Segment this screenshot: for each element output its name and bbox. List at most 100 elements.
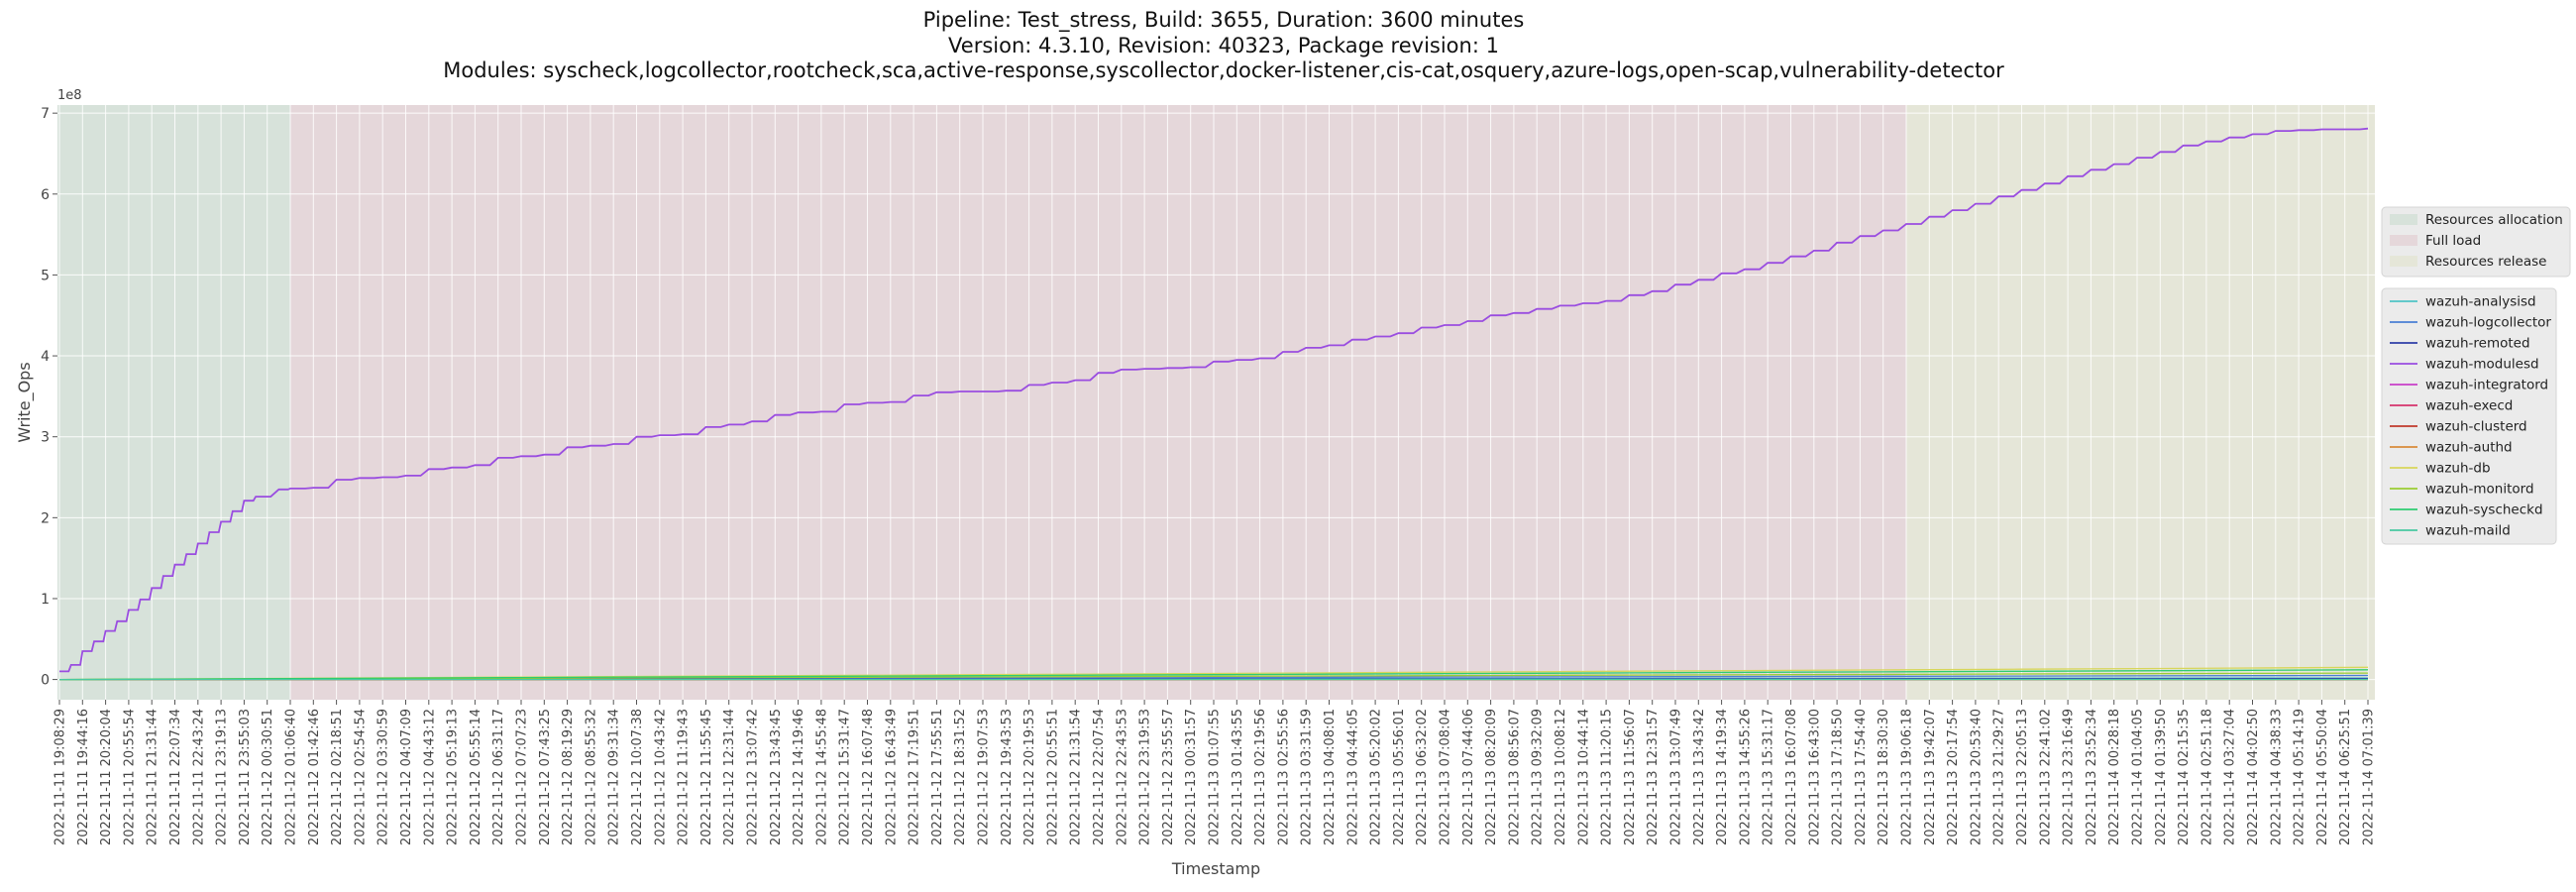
x-tick-label: 2022-11-14 03:27:04 (2223, 709, 2238, 845)
x-tick-label: 2022-11-14 01:39:50 (2154, 709, 2169, 845)
x-tick-label: 2022-11-13 17:54:40 (1854, 709, 1869, 845)
x-tick-label: 2022-11-12 13:07:42 (746, 709, 761, 845)
x-tick-label: 2022-11-12 22:07:54 (1092, 709, 1107, 845)
x-tick-label: 2022-11-12 05:55:14 (469, 709, 483, 845)
series-legend-label: wazuh-execd (2425, 398, 2513, 414)
x-tick-label: 2022-11-14 00:28:18 (2107, 709, 2122, 845)
x-tick-label: 2022-11-13 11:56:07 (1623, 709, 1638, 845)
legends: Resources allocation Full load Resources r… (2381, 206, 2571, 545)
series-legend-label: wazuh-monitord (2425, 482, 2534, 498)
x-tick-label: 2022-11-12 20:19:53 (1022, 709, 1037, 845)
x-tick-label: 2022-11-12 11:55:45 (699, 709, 714, 845)
series-legend-label: wazuh-integratord (2425, 378, 2548, 393)
y-tick-label: 0 (41, 673, 50, 689)
series-legend-label: wazuh-analysisd (2425, 294, 2536, 310)
x-tick-label: 2022-11-13 18:30:30 (1877, 709, 1891, 845)
x-tick-label: 2022-11-11 19:08:29 (54, 709, 68, 845)
x-tick-label: 2022-11-13 23:52:34 (2085, 709, 2099, 845)
series-legend-label: wazuh-modulesd (2425, 357, 2539, 373)
x-tick-label: 2022-11-12 08:55:32 (584, 709, 598, 845)
x-tick-label: 2022-11-11 22:07:34 (168, 709, 183, 845)
y-tick-label: 5 (41, 268, 50, 283)
series-legend-label: wazuh-syscheckd (2425, 502, 2543, 518)
series-legend-label: wazuh-logcollector (2425, 315, 2551, 331)
x-tick-label: 2022-11-12 08:19:29 (561, 709, 576, 845)
x-tick-label: 2022-11-14 04:02:50 (2246, 709, 2261, 845)
x-tick-label: 2022-11-12 12:31:44 (722, 709, 737, 845)
phase-band (57, 105, 290, 700)
y-tick-label: 4 (41, 349, 50, 365)
x-tick-label: 2022-11-14 05:50:04 (2315, 709, 2330, 845)
y-tick-label: 3 (41, 430, 50, 446)
series-legend-label: wazuh-clusterd (2425, 419, 2527, 435)
x-tick-label: 2022-11-12 18:31:52 (953, 709, 968, 845)
x-tick-label: 2022-11-13 03:31:59 (1300, 709, 1315, 845)
title-line-modules: Modules: syscheck,logcollector,rootcheck… (443, 58, 2004, 82)
x-tick-label: 2022-11-11 23:19:13 (215, 709, 230, 845)
x-tick-label: 2022-11-13 23:16:49 (2062, 709, 2077, 845)
x-tick-label: 2022-11-13 14:55:26 (1738, 709, 1753, 845)
x-tick-label: 2022-11-12 07:07:23 (515, 709, 530, 845)
x-tick-label: 2022-11-12 17:55:51 (930, 709, 945, 845)
x-tick-label: 2022-11-13 06:32:02 (1415, 709, 1430, 845)
x-tick-label: 2022-11-13 22:05:13 (2015, 709, 2030, 845)
title-line-version: Version: 4.3.10, Revision: 40323, Packag… (948, 33, 1499, 57)
phase-legend-swatch (2390, 214, 2417, 225)
phase-legend-swatch (2390, 256, 2417, 267)
x-tick-label: 2022-11-13 00:31:57 (1184, 709, 1199, 845)
x-tick-label: 2022-11-12 00:30:51 (261, 709, 275, 845)
x-tick-label: 2022-11-12 19:43:53 (1000, 709, 1015, 845)
phase-legend-label: Resources release (2425, 254, 2546, 270)
x-tick-label: 2022-11-13 13:43:42 (1692, 709, 1707, 845)
phase-legend-label: Resources allocation (2425, 212, 2563, 228)
x-tick-label: 2022-11-13 07:44:06 (1461, 709, 1476, 845)
x-tick-label: 2022-11-13 02:55:56 (1276, 709, 1291, 845)
x-tick-label: 2022-11-14 07:01:39 (2362, 709, 2377, 845)
x-tick-label: 2022-11-13 02:19:56 (1253, 709, 1268, 845)
x-tick-label: 2022-11-11 22:43:24 (191, 709, 206, 845)
x-tick-label: 2022-11-13 07:08:04 (1439, 709, 1453, 845)
x-tick-label: 2022-11-13 13:07:49 (1669, 709, 1684, 845)
x-tick-label: 2022-11-13 20:17:54 (1946, 709, 1961, 845)
y-tick-label: 6 (41, 187, 50, 203)
x-tick-label: 2022-11-14 04:38:33 (2269, 709, 2284, 845)
x-tick-label: 2022-11-13 20:53:40 (1969, 709, 1984, 845)
title-line-pipeline: Pipeline: Test_stress, Build: 3655, Dura… (922, 8, 1525, 32)
series-line-wazuh-modulesd (59, 127, 2369, 673)
x-tick-label: 2022-11-12 16:43:49 (884, 709, 899, 845)
x-tick-label: 2022-11-12 23:55:57 (1161, 709, 1176, 845)
series-legend (2381, 287, 2557, 545)
series-legend-label: wazuh-remoted (2425, 336, 2530, 352)
x-tick-label: 2022-11-13 01:07:55 (1208, 709, 1223, 845)
x-tick-label: 2022-11-12 16:07:48 (861, 709, 876, 845)
x-tick-label: 2022-11-13 04:44:05 (1345, 709, 1360, 845)
x-tick-label: 2022-11-14 05:14:19 (2293, 709, 2308, 845)
phase-legend (2381, 206, 2571, 278)
x-tick-label: 2022-11-13 05:20:02 (1369, 709, 1384, 845)
x-tick-label: 2022-11-12 06:31:17 (491, 709, 506, 845)
x-tick-label: 2022-11-11 21:31:44 (146, 709, 161, 845)
x-tick-label: 2022-11-13 17:18:50 (1831, 709, 1846, 845)
x-tick-label: 2022-11-12 14:55:48 (814, 709, 829, 845)
x-tick-label: 2022-11-12 22:43:53 (1115, 709, 1129, 845)
x-tick-label: 2022-11-13 15:31:17 (1762, 709, 1776, 845)
x-tick-label: 2022-11-12 10:43:42 (653, 709, 668, 845)
x-tick-label: 2022-11-11 23:55:03 (238, 709, 253, 845)
x-tick-label: 2022-11-13 11:20:15 (1600, 709, 1615, 845)
x-tick-label: 2022-11-12 04:07:09 (399, 709, 414, 845)
x-tick-label: 2022-11-12 14:19:46 (792, 709, 806, 845)
x-tick-label: 2022-11-12 01:42:46 (307, 709, 322, 845)
x-tick-label: 2022-11-11 20:20:04 (99, 709, 114, 845)
x-tick-label: 2022-11-12 02:54:54 (353, 709, 368, 845)
x-tick-label: 2022-11-13 01:43:55 (1231, 709, 1245, 845)
x-tick-label: 2022-11-12 20:55:51 (1045, 709, 1060, 845)
x-tick-label: 2022-11-12 23:19:53 (1138, 709, 1153, 845)
x-tick-label: 2022-11-13 16:07:08 (1784, 709, 1799, 845)
x-tick-label: 2022-11-12 05:19:13 (446, 709, 461, 845)
x-tick-label: 2022-11-13 12:31:57 (1646, 709, 1661, 845)
series-line-wazuh-syscheckd (58, 669, 2369, 681)
x-tick-label: 2022-11-13 16:43:00 (1807, 709, 1822, 845)
x-tick-label: 2022-11-13 19:42:07 (1923, 709, 1938, 845)
x-tick-label: 2022-11-13 08:56:07 (1507, 709, 1522, 845)
x-tick-label: 2022-11-12 04:43:12 (422, 709, 437, 845)
